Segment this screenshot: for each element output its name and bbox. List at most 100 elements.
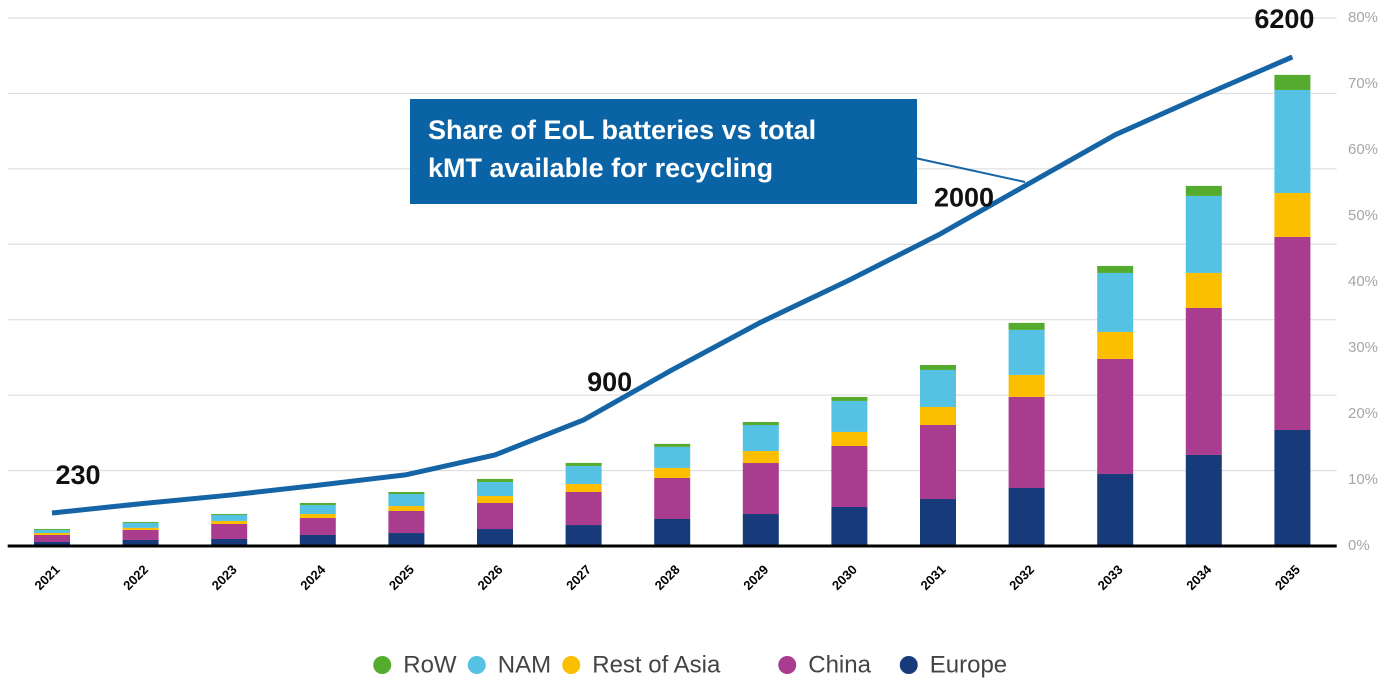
bar-segment [1185,307,1222,455]
bar-segment [1097,272,1134,332]
bar-segment [211,538,248,546]
bar-segment [34,529,70,533]
bar-segment [211,520,248,524]
legend-marker [467,656,486,674]
bar-segment [742,514,779,546]
bar-segment [122,527,159,530]
bar-segment [122,539,159,546]
bar-segment [34,532,70,535]
y2-tick-label: 60% [1348,141,1378,158]
bar-segment [211,513,248,515]
bar-segment [299,505,336,515]
bar-segment [1097,358,1134,474]
x-tick-label: 2023 [209,562,240,593]
bar-segment [831,396,868,401]
bar-segment [742,463,779,515]
bar-segment [920,425,956,500]
bar-segment [1097,331,1134,359]
bar-segment [1274,192,1311,237]
bar-segment [565,491,602,526]
bar-segment [1008,487,1045,546]
bar-segment [831,431,868,446]
x-tick-label: 2024 [297,561,329,593]
bar-segment [34,534,70,543]
bar-segment [299,503,336,506]
bar-segment [122,521,159,523]
bar-segment [831,400,868,432]
bar-segment [742,451,779,464]
x-tick-label: 2025 [386,562,417,593]
callout-text: kMT available for recycling [428,153,773,183]
legend-marker [373,656,392,674]
x-tick-label: 2035 [1272,562,1303,593]
bar-segment [920,406,956,426]
x-tick-label: 2031 [917,562,948,593]
bar-segment [477,529,513,546]
bar-segment [388,494,425,507]
y2-tick-label: 10% [1348,471,1378,488]
y2-tick-label: 20% [1348,405,1378,422]
callout: Share of EoL batteries vs total kMT avail… [410,99,1026,204]
x-tick-label: 2022 [120,562,151,593]
y2-tick-label: 70% [1348,75,1378,92]
bar-segment [388,491,425,495]
bar-segment [1008,374,1045,397]
legend-label: Rest of Asia [592,651,721,678]
y2-tick-label: 30% [1348,339,1378,356]
x-tick-label: 2029 [740,562,771,593]
bar-segment [1008,396,1045,488]
x-tick-label: 2034 [1183,561,1215,593]
y2-tick-label: 0% [1348,537,1370,554]
legend-marker [778,656,797,674]
bar-segment [477,478,513,482]
bar-segment [299,534,336,546]
legend-marker [562,656,581,674]
bar-segment [920,499,956,546]
bar-segment [388,506,425,512]
callout-text: Share of EoL batteries vs total [428,115,816,145]
bar-segment [565,483,602,492]
bar-segment [565,462,602,466]
legend-label: RoW [403,651,457,678]
bar-segment [1008,322,1045,330]
x-tick-label: 2033 [1095,562,1126,593]
bar-segment [1274,429,1311,546]
bar-segment [742,421,779,426]
x-tick-label: 2021 [31,562,62,593]
annotation: 900 [587,367,632,397]
callout-box [410,99,917,204]
bar-segment [211,523,248,539]
legend-label: China [808,651,871,678]
bar-segment [742,425,779,452]
bar-segment [654,467,691,478]
bar-segment [920,369,956,407]
bar-segment [388,511,425,534]
annotation: 6200 [1254,4,1314,34]
bar-segment [211,514,248,521]
bar-segment [654,443,691,447]
bar-segment [299,514,336,519]
bar-segment [1185,454,1222,546]
bar-segment [34,528,70,530]
bar-segment [831,507,868,546]
x-tick-label: 2028 [652,562,683,593]
bar-segment [1185,195,1222,273]
bar-segment [477,481,513,496]
bar-segment [654,446,691,468]
legend-marker [899,656,918,674]
bar-segment [831,445,868,508]
bar-segment [565,525,602,546]
bar-segment [34,542,70,546]
x-tick-label: 2027 [563,562,594,593]
bar-segment [477,503,513,530]
y2-tick-label: 50% [1348,207,1378,224]
bar-segment [1097,473,1134,546]
y2-tick-label: 40% [1348,273,1378,290]
bar-segment [1274,89,1311,193]
bar-segment [1185,272,1222,308]
x-tick-label: 2026 [474,562,505,593]
annotation: 2000 [934,182,994,212]
bar-segment [565,465,602,484]
bar-segment [1097,265,1134,273]
